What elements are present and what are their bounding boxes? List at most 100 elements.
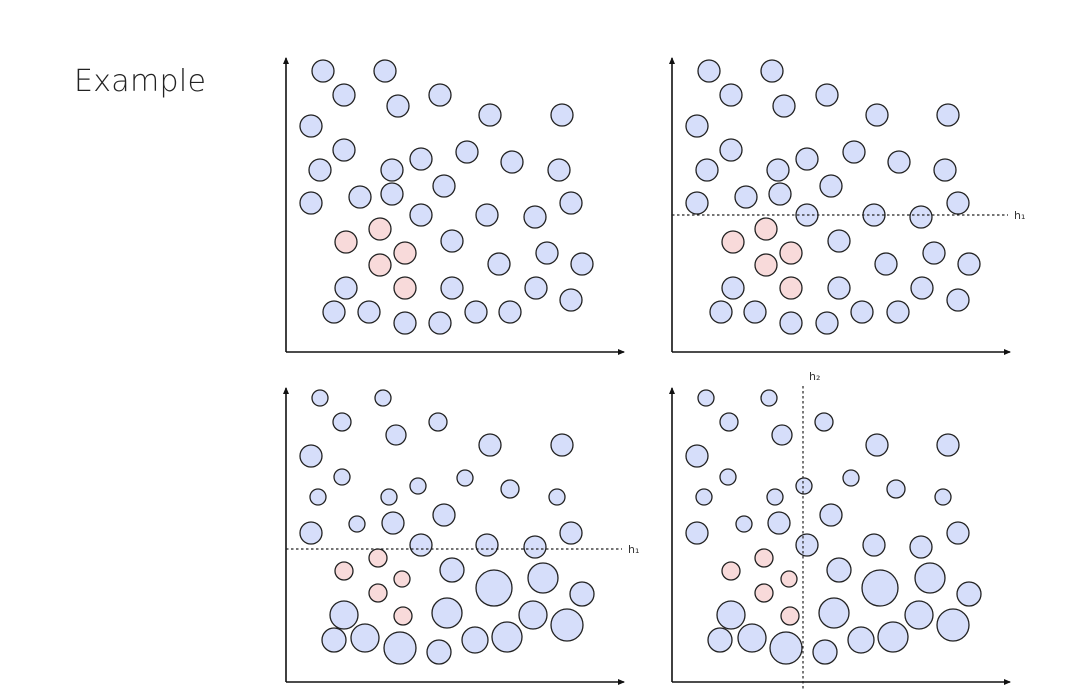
blue-point [719, 83, 743, 107]
blue-point [432, 174, 456, 198]
blue-point [500, 479, 520, 499]
blue-point [936, 608, 970, 642]
blue-point [357, 300, 381, 324]
blue-point [461, 626, 489, 654]
blue-point [478, 433, 502, 457]
blue-point [737, 623, 767, 653]
blue-point [383, 631, 417, 665]
blue-point [842, 469, 860, 487]
blue-point [766, 488, 784, 506]
blue-point [570, 252, 594, 276]
blue-point [697, 59, 721, 83]
blue-point [957, 252, 981, 276]
blue-point [478, 103, 502, 127]
blue-point [321, 627, 347, 653]
blue-point [518, 600, 548, 630]
blue-point [768, 182, 792, 206]
pink-point [780, 606, 800, 626]
blue-point [409, 477, 427, 495]
panel-split-h1: h₁ [669, 57, 1025, 355]
blue-point [428, 412, 448, 432]
blue-point [426, 639, 452, 665]
blue-point [350, 623, 380, 653]
blue-point [559, 521, 583, 545]
blue-point [432, 503, 456, 527]
pink-point [393, 276, 417, 300]
blue-point [877, 621, 909, 653]
blue-point [322, 300, 346, 324]
blue-point [309, 488, 327, 506]
blue-point [329, 600, 359, 630]
blue-point [332, 412, 352, 432]
blue-point [380, 182, 404, 206]
blue-point [795, 477, 813, 495]
blue-point [332, 138, 356, 162]
blue-point [847, 626, 875, 654]
blue-point [865, 433, 889, 457]
blue-point [850, 300, 874, 324]
blue-point [311, 389, 329, 407]
blue-point [772, 94, 796, 118]
split-label-h1: h₁ [628, 543, 639, 556]
blue-point [381, 511, 405, 535]
blue-point [569, 581, 595, 607]
blue-point [685, 114, 709, 138]
blue-point [826, 557, 852, 583]
split-label-h2: h₂ [809, 370, 820, 383]
blue-point [886, 300, 910, 324]
blue-point [455, 140, 479, 164]
blue-point [719, 138, 743, 162]
blue-point [909, 205, 933, 229]
blue-point [771, 424, 793, 446]
blue-point [547, 158, 571, 182]
pink-point [721, 561, 741, 581]
blue-point [909, 535, 933, 559]
blue-point [373, 59, 397, 83]
blue-point [409, 147, 433, 171]
blue-point [819, 174, 843, 198]
split-label-h1: h₁ [1014, 209, 1025, 222]
blue-point [862, 533, 886, 557]
blue-point [760, 59, 784, 83]
blue-point [440, 229, 464, 253]
blue-point [393, 311, 417, 335]
pink-point [754, 217, 778, 241]
blue-point [685, 521, 709, 545]
blue-point [861, 569, 899, 607]
blue-point [299, 444, 323, 468]
blue-point [550, 608, 584, 642]
blue-point [523, 535, 547, 559]
blue-point [716, 600, 746, 630]
blue-point [709, 300, 733, 324]
blue-point [827, 276, 851, 300]
blue-point [374, 389, 392, 407]
blue-point [721, 276, 745, 300]
blue-point [380, 488, 398, 506]
blue-point [559, 191, 583, 215]
pink-point [368, 217, 392, 241]
pink-point [780, 570, 798, 588]
blue-point [886, 479, 906, 499]
blue-point [956, 581, 982, 607]
blue-point [946, 288, 970, 312]
blue-point [933, 158, 957, 182]
blue-point [815, 83, 839, 107]
pink-point [754, 583, 774, 603]
blue-point [779, 311, 803, 335]
blue-point [550, 103, 574, 127]
blue-point [475, 533, 499, 557]
blue-point [922, 241, 946, 265]
panel-weighted: h₁ [283, 387, 639, 685]
blue-point [535, 241, 559, 265]
blue-point [812, 639, 838, 665]
blue-point [431, 597, 463, 629]
blue-point [827, 229, 851, 253]
blue-point [685, 444, 709, 468]
pink-point [334, 561, 354, 581]
blue-point [795, 533, 819, 557]
blue-point [719, 468, 737, 486]
blue-point [348, 515, 366, 533]
blue-point [695, 488, 713, 506]
pink-point [334, 230, 358, 254]
